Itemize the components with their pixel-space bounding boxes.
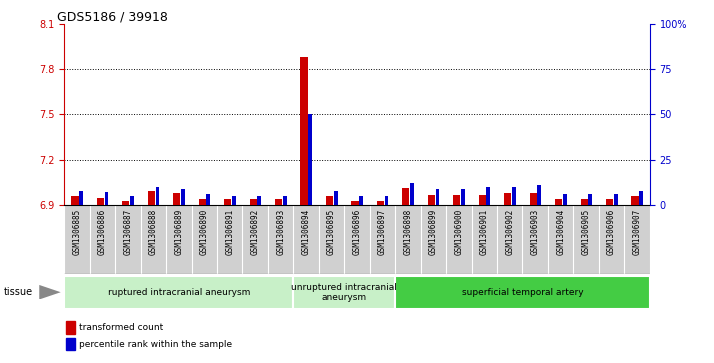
Bar	[308, 114, 312, 205]
Bar	[206, 194, 210, 205]
Bar	[639, 191, 643, 205]
Bar	[486, 187, 491, 205]
Bar	[385, 196, 388, 205]
Text: GSM1306889: GSM1306889	[174, 208, 183, 255]
Bar	[580, 199, 588, 205]
Text: GSM1306907: GSM1306907	[633, 208, 641, 255]
Text: GSM1306900: GSM1306900	[454, 208, 463, 255]
Text: tissue: tissue	[4, 287, 33, 297]
Bar	[453, 195, 461, 205]
Text: GSM1306896: GSM1306896	[353, 208, 361, 255]
Bar	[79, 191, 83, 205]
Bar	[64, 276, 293, 309]
Bar	[250, 199, 257, 205]
Text: GSM1306897: GSM1306897	[378, 208, 387, 255]
Bar	[351, 201, 358, 205]
Text: GSM1306890: GSM1306890	[200, 208, 208, 255]
Text: superficial temporal artery: superficial temporal artery	[462, 288, 583, 297]
Bar	[130, 196, 134, 205]
Bar	[359, 196, 363, 205]
Text: GSM1306885: GSM1306885	[73, 208, 81, 255]
Text: GSM1306906: GSM1306906	[607, 208, 616, 255]
Text: GSM1306898: GSM1306898	[403, 208, 413, 255]
Text: GSM1306887: GSM1306887	[124, 208, 132, 255]
Bar	[105, 192, 109, 205]
Bar	[198, 199, 206, 205]
Text: GSM1306904: GSM1306904	[556, 208, 565, 255]
Bar	[301, 57, 308, 205]
Text: GSM1306901: GSM1306901	[480, 208, 489, 255]
Bar	[66, 321, 75, 334]
Bar	[156, 187, 159, 205]
Bar	[377, 201, 384, 205]
Bar	[66, 338, 75, 350]
Text: GSM1306895: GSM1306895	[327, 208, 336, 255]
Text: GSM1306905: GSM1306905	[582, 208, 590, 255]
Bar	[71, 196, 79, 205]
Text: GSM1306892: GSM1306892	[251, 208, 260, 255]
Text: GSM1306893: GSM1306893	[276, 208, 285, 255]
Text: GSM1306888: GSM1306888	[149, 208, 158, 255]
Text: GDS5186 / 39918: GDS5186 / 39918	[57, 11, 168, 24]
Bar	[122, 201, 129, 205]
Bar	[436, 189, 439, 205]
Text: unruptured intracranial
aneurysm: unruptured intracranial aneurysm	[291, 282, 397, 302]
Bar	[588, 194, 592, 205]
Bar	[606, 199, 613, 205]
Text: GSM1306899: GSM1306899	[429, 208, 438, 255]
Bar	[478, 195, 486, 205]
Bar	[257, 196, 261, 205]
Bar	[563, 194, 567, 205]
Bar	[631, 196, 638, 205]
Bar	[530, 193, 537, 205]
Text: GSM1306891: GSM1306891	[225, 208, 234, 255]
Text: percentile rank within the sample: percentile rank within the sample	[79, 340, 232, 348]
Bar	[395, 276, 650, 309]
Text: GSM1306903: GSM1306903	[531, 208, 540, 255]
Bar	[512, 187, 516, 205]
Bar	[181, 189, 185, 205]
Text: transformed count: transformed count	[79, 323, 164, 332]
Bar	[275, 199, 282, 205]
Bar	[283, 196, 286, 205]
Bar	[504, 193, 511, 205]
Bar	[538, 185, 541, 205]
Bar	[614, 194, 618, 205]
Bar	[97, 197, 104, 205]
Text: GSM1306886: GSM1306886	[98, 208, 107, 255]
Bar	[428, 195, 435, 205]
Polygon shape	[39, 285, 61, 299]
Text: ruptured intracranial aneurysm: ruptured intracranial aneurysm	[108, 288, 250, 297]
Text: GSM1306894: GSM1306894	[301, 208, 311, 255]
Bar	[148, 192, 155, 205]
Bar	[174, 193, 181, 205]
Bar	[333, 191, 338, 205]
Bar	[555, 199, 562, 205]
Bar	[410, 183, 414, 205]
Bar	[326, 196, 333, 205]
Text: GSM1306902: GSM1306902	[506, 208, 514, 255]
Bar	[461, 189, 465, 205]
Bar	[293, 276, 395, 309]
Bar	[224, 199, 231, 205]
Bar	[402, 188, 409, 205]
Bar	[232, 196, 236, 205]
